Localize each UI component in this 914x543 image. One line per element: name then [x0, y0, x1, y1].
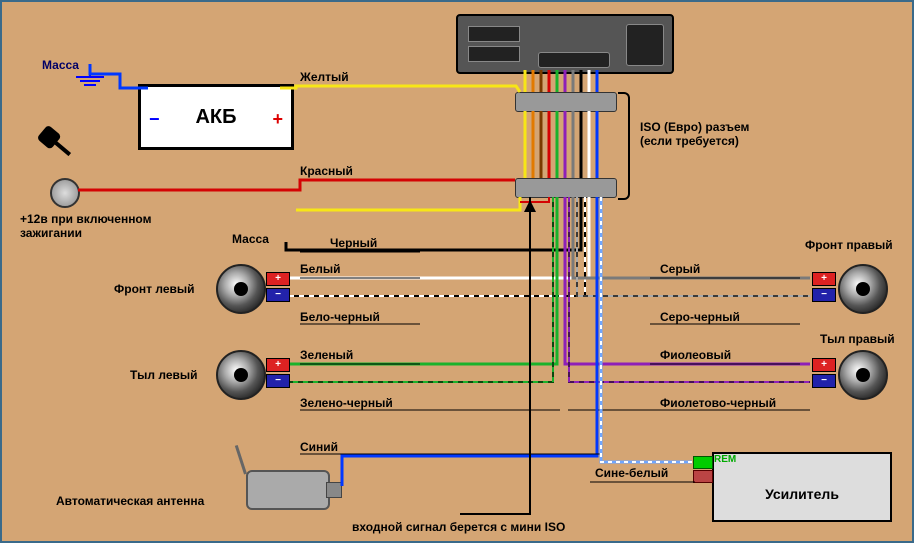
- label-blue: Синий: [300, 440, 338, 454]
- head-unit: [456, 14, 674, 74]
- label-yellow: Желтый: [300, 70, 349, 84]
- speaker-fl-terminals: +−: [266, 272, 288, 302]
- label-black: Черный: [330, 236, 377, 250]
- speaker-rl-terminals: +−: [266, 358, 288, 388]
- label-front-right: Фронт правый: [805, 238, 893, 252]
- label-massa: Масса: [42, 58, 79, 72]
- label-blue-white: Сине-белый: [595, 466, 668, 480]
- speaker-front-left: [216, 264, 266, 314]
- label-front-left: Фронт левый: [114, 282, 195, 296]
- speaker-fr-terminals: +−: [812, 272, 834, 302]
- iso-brace: [618, 92, 630, 200]
- battery: АКБ − +: [138, 84, 294, 150]
- label-white-black: Бело-черный: [300, 310, 380, 324]
- label-grey: Серый: [660, 262, 700, 276]
- label-grey-black: Серо-черный: [660, 310, 740, 324]
- label-violet-black: Фиолетово-черный: [660, 396, 776, 410]
- label-rear-right: Тыл правый: [820, 332, 895, 346]
- label-bottom: входной сигнал берется с мини ISO: [352, 520, 565, 534]
- iso-connector-bottom: [515, 178, 617, 198]
- speaker-rear-left: [216, 350, 266, 400]
- speaker-rr-terminals: +−: [812, 358, 834, 388]
- label-white: Белый: [300, 262, 341, 276]
- label-rear-left: Тыл левый: [130, 368, 198, 382]
- iso-connector-top: [515, 92, 617, 112]
- battery-minus: −: [149, 89, 160, 149]
- auto-antenna: [246, 470, 330, 510]
- label-iso: ISO (Евро) разъем (если требуется): [640, 120, 749, 148]
- label-red: Красный: [300, 164, 353, 178]
- label-auto-antenna: Автоматическая антенна: [56, 494, 204, 508]
- label-rem: REM: [714, 454, 736, 465]
- rem-terminal: [693, 456, 713, 469]
- speaker-front-right: [838, 264, 888, 314]
- label-green-black: Зелено-черный: [300, 396, 393, 410]
- label-ignition: +12в при включенном зажигании: [20, 212, 151, 240]
- amplifier: Усилитель: [712, 452, 892, 522]
- amp-label: Усилитель: [765, 486, 839, 502]
- label-violet: Фиолеовый: [660, 348, 731, 362]
- amp-terminal-2: [693, 470, 713, 483]
- speaker-rear-right: [838, 350, 888, 400]
- battery-plus: +: [272, 89, 283, 149]
- label-green: Зеленый: [300, 348, 353, 362]
- ignition-switch: [50, 178, 80, 208]
- label-massa2: Масса: [232, 232, 269, 246]
- battery-label: АКБ: [195, 106, 236, 128]
